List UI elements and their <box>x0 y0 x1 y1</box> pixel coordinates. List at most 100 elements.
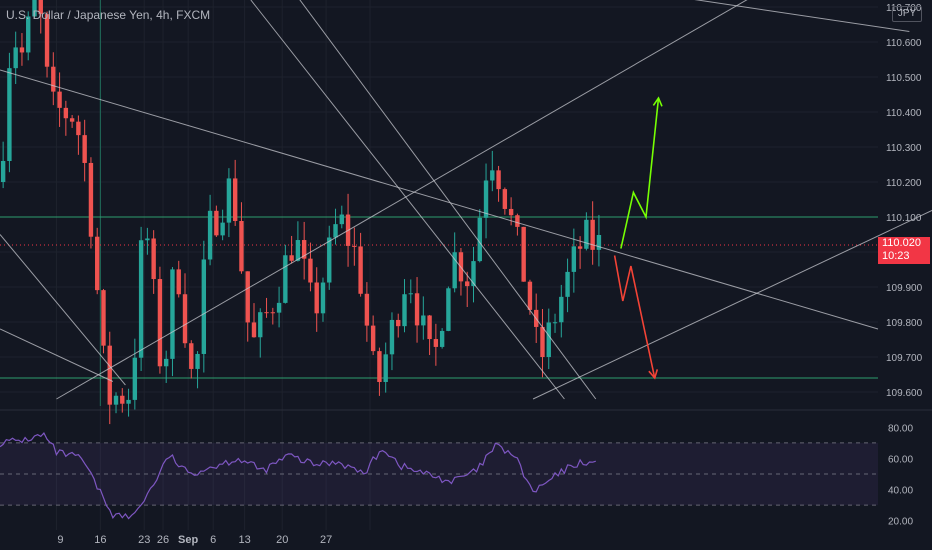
candle-body <box>584 219 589 249</box>
candle-body <box>301 240 307 259</box>
price-tick-label: 110.600 <box>886 38 922 49</box>
trendline <box>299 0 597 400</box>
candle-body <box>276 302 282 313</box>
candle-body <box>51 66 56 92</box>
candle-body <box>95 236 100 291</box>
time-tick-label: 20 <box>276 534 288 546</box>
candle-body <box>383 354 388 382</box>
candle-body <box>151 238 156 280</box>
candle-body <box>170 269 175 359</box>
rsi-line <box>0 431 596 520</box>
candle-body <box>176 269 181 295</box>
candle-body <box>214 210 219 236</box>
candle-body <box>590 219 595 250</box>
candle-body <box>546 322 551 358</box>
candle-body <box>13 47 18 69</box>
candle-body <box>314 282 319 314</box>
trendlines[interactable] <box>0 0 932 400</box>
price-tick-label: 110.100 <box>886 213 922 224</box>
trendline <box>0 69 879 330</box>
rsi-tick-label: 40.00 <box>888 486 913 497</box>
rsi-tick-label: 60.00 <box>888 454 913 465</box>
time-tick-label: 13 <box>238 534 250 546</box>
candle-body <box>57 91 62 108</box>
candle-body <box>69 118 75 122</box>
price-tick-label: 109.600 <box>886 388 923 399</box>
trendline <box>0 234 126 386</box>
candle-body <box>0 160 6 182</box>
candle-body <box>76 121 81 136</box>
time-axis[interactable]: 9 16 23 26 Sep 6 13 20 27 <box>57 534 332 546</box>
candle-body <box>132 357 138 400</box>
candle-body <box>364 293 370 326</box>
rsi-tick-label: 20.00 <box>888 517 913 528</box>
price-tick-label: 109.900 <box>886 283 923 294</box>
last-price-value: 110.020 <box>882 237 921 249</box>
candle-body <box>521 226 526 282</box>
candle-body <box>289 255 294 261</box>
candle-body <box>182 294 188 344</box>
last-price-badge: 110.020 10:23 <box>878 237 930 264</box>
candle-body <box>408 293 413 295</box>
rsi-pane <box>0 431 878 520</box>
candle-body <box>452 252 457 289</box>
trendline <box>0 328 114 382</box>
candle-body <box>370 325 376 352</box>
candle-body <box>226 178 232 223</box>
symbol-title[interactable]: U.S. Dollar / Japanese Yen, 4h, FXCM <box>6 8 211 22</box>
candle-body <box>483 180 489 218</box>
candle-body <box>82 135 87 163</box>
candle-body <box>565 271 570 297</box>
candle-body <box>358 246 363 294</box>
candle-body <box>496 170 501 190</box>
trendline <box>56 0 748 400</box>
candle-body <box>38 0 43 15</box>
projection-down-arrow-head <box>648 369 659 380</box>
rsi-tick-label: 80.00 <box>888 423 913 434</box>
candle-body <box>414 293 420 326</box>
currency-label[interactable]: JPY <box>892 6 922 22</box>
bar-countdown: 10:23 <box>882 250 910 262</box>
candle-body <box>32 0 37 17</box>
candle-body <box>540 326 545 358</box>
candle-body <box>396 319 401 327</box>
trendline <box>694 0 910 32</box>
candle-body <box>377 351 382 382</box>
projection-arrows[interactable] <box>613 96 663 380</box>
time-tick-label: 6 <box>210 534 216 546</box>
candle-body <box>308 258 313 283</box>
candle-body <box>502 189 508 209</box>
price-tick-label: 109.700 <box>886 353 923 364</box>
candle-body <box>220 222 225 236</box>
candle-body <box>245 271 250 323</box>
candle-body <box>26 16 31 53</box>
candle-body <box>270 312 276 314</box>
candle-body <box>471 261 476 287</box>
candle-body <box>207 210 213 260</box>
candle-body <box>433 339 439 347</box>
candle-body <box>295 240 301 261</box>
candle-body <box>195 353 200 369</box>
candle-body <box>515 215 520 227</box>
candle-body <box>63 107 69 119</box>
candle-body <box>389 319 395 355</box>
candle-body <box>559 296 564 323</box>
grid <box>0 0 932 530</box>
horizontal-levels <box>0 216 878 379</box>
candle-body <box>327 237 332 283</box>
candle-body <box>251 322 257 338</box>
candle-body <box>107 345 112 405</box>
candle-body <box>145 238 150 241</box>
time-tick-label: 9 <box>57 534 63 546</box>
price-axis[interactable]: 110.700 110.600 110.500 110.400 110.300 110.2… <box>886 3 923 528</box>
candle-body <box>527 281 533 310</box>
candle-body <box>126 399 131 404</box>
candle-body <box>120 395 125 404</box>
candle-body <box>596 235 602 250</box>
candle-body <box>571 246 577 272</box>
candle-body <box>88 162 94 237</box>
candle-body <box>465 281 470 287</box>
price-tick-label: 110.300 <box>886 143 922 154</box>
time-tick-label: 27 <box>320 534 332 546</box>
